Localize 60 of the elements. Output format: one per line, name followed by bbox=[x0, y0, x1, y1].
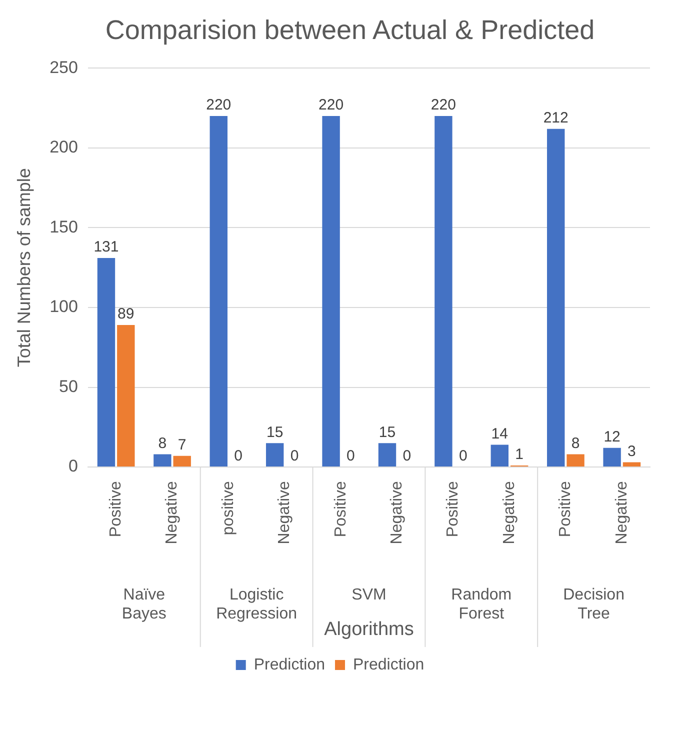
bar bbox=[434, 116, 452, 467]
text: SVM bbox=[352, 586, 386, 604]
x-tick-label: positive bbox=[220, 481, 237, 536]
text: Decision Tree bbox=[563, 586, 624, 623]
data-label: 15 bbox=[266, 424, 284, 442]
bar bbox=[322, 116, 340, 467]
text: Naïve Bayes bbox=[122, 586, 166, 623]
bar bbox=[547, 129, 565, 467]
bar bbox=[490, 445, 509, 467]
y-axis-title: Total Numbers of sample bbox=[14, 168, 34, 368]
data-label: 8 bbox=[571, 435, 580, 452]
legend-label: Prediction bbox=[353, 656, 424, 674]
data-label: 220 bbox=[318, 97, 344, 114]
y-tick-label: 200 bbox=[50, 138, 78, 158]
bar bbox=[266, 444, 284, 467]
bar bbox=[117, 326, 135, 467]
text: Logistic Regression bbox=[216, 586, 298, 623]
data-label: 0 bbox=[458, 448, 468, 466]
bar bbox=[97, 258, 116, 467]
y-tick-label: 0 bbox=[68, 457, 78, 476]
x-tick-label: Positive bbox=[444, 481, 462, 538]
x-axis-title: Algorithms bbox=[324, 619, 414, 640]
x-tick-label: Negative bbox=[276, 481, 294, 545]
data-label: 1 bbox=[515, 446, 524, 464]
data-label: 220 bbox=[206, 97, 232, 114]
x-tick-label: Negative bbox=[164, 481, 181, 545]
y-tick-label: 100 bbox=[50, 298, 78, 317]
bar bbox=[603, 448, 621, 467]
data-label: 15 bbox=[378, 424, 396, 442]
data-label: 220 bbox=[430, 97, 456, 114]
bar bbox=[173, 456, 191, 467]
data-label: 7 bbox=[178, 436, 186, 454]
data-label: 131 bbox=[94, 239, 119, 256]
bar bbox=[622, 462, 641, 467]
data-label: 0 bbox=[290, 448, 299, 466]
x-tick-label: Positive bbox=[557, 481, 574, 538]
data-label: 12 bbox=[604, 428, 620, 446]
data-label: 212 bbox=[543, 110, 568, 127]
bar bbox=[566, 454, 584, 467]
chart-title: Comparision between Actual & Predicted bbox=[104, 14, 596, 47]
x-tick-label: Negative bbox=[388, 481, 406, 545]
y-tick-label: 50 bbox=[59, 377, 78, 396]
data-label: 0 bbox=[402, 448, 412, 466]
y-tick-label: 250 bbox=[50, 58, 78, 78]
data-label: 8 bbox=[158, 435, 167, 452]
x-tick-label: Positive bbox=[107, 481, 124, 538]
text: Random Forest bbox=[451, 586, 512, 623]
data-label: 14 bbox=[491, 426, 508, 443]
data-label: 0 bbox=[346, 448, 355, 466]
y-tick-label: 150 bbox=[50, 218, 78, 237]
data-label: 89 bbox=[118, 306, 134, 324]
data-label: 3 bbox=[628, 443, 636, 460]
x-tick-label: Negative bbox=[500, 481, 518, 545]
bar bbox=[210, 116, 228, 467]
x-tick-label: Negative bbox=[613, 481, 630, 545]
data-label: 0 bbox=[234, 448, 242, 466]
x-tick-label: Positive bbox=[332, 481, 350, 538]
bar bbox=[378, 444, 396, 467]
bar bbox=[154, 454, 172, 467]
legend-label: Prediction bbox=[254, 656, 326, 674]
